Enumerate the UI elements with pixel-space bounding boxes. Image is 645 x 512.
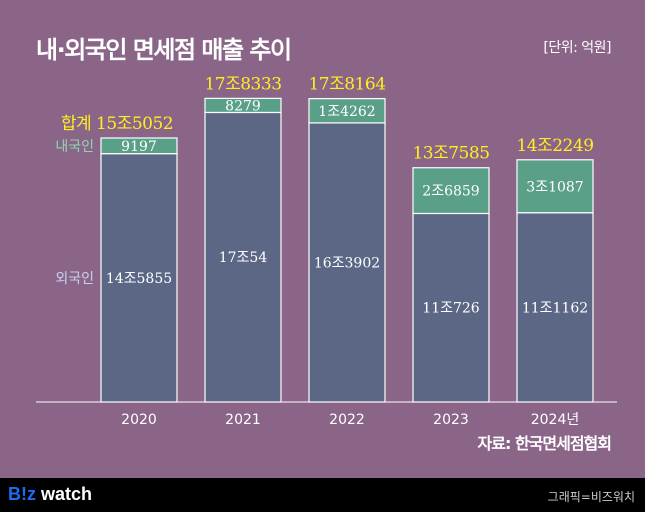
- foreign-value-label: 11조726: [422, 301, 480, 317]
- x-tick-label: 2022: [329, 412, 365, 428]
- bar-domestic: [516, 159, 594, 214]
- x-tick-label: 2020: [121, 412, 157, 428]
- bar-foreign: [204, 111, 282, 403]
- bar-domestic: [412, 167, 490, 215]
- footer: B!z watch 그래픽=비즈워치: [0, 478, 645, 512]
- bar-foreign: [516, 212, 594, 403]
- total-label: 17조8333: [204, 74, 281, 94]
- bar-foreign: [308, 122, 386, 403]
- foreign-value-label: 14조5855: [106, 271, 172, 287]
- total-label: 합계 15조5052: [61, 114, 173, 134]
- total-label: 13조7585: [412, 144, 489, 164]
- bar-domestic: [308, 98, 386, 124]
- legend-domestic: 내국인: [55, 139, 94, 155]
- bar-domestic: [204, 97, 282, 114]
- foreign-value-label: 17조54: [219, 250, 268, 266]
- total-label: 14조2249: [516, 136, 593, 156]
- chart-title: 내·외국인 면세점 매출 추이: [36, 36, 292, 64]
- source-label: 자료: 한국면세점협회: [477, 434, 612, 453]
- domestic-value-label: 9197: [121, 139, 157, 155]
- legend-foreign: 외국인: [55, 271, 94, 287]
- domestic-value-label: 1조4262: [318, 104, 375, 120]
- stacked-bar-chart: 14조5855 9197 2020 합계 15조5052 17조54 8279 2021 17…: [36, 74, 617, 428]
- foreign-value-label: 16조3902: [314, 255, 380, 271]
- graphic-credit: 그래픽=비즈워치: [547, 490, 635, 504]
- bar-domestic: [100, 137, 178, 155]
- total-label: 17조8164: [308, 75, 385, 95]
- unit-label: [단위: 억원]: [543, 40, 611, 56]
- x-tick-label: 2024년: [531, 412, 580, 428]
- x-tick-label: 2021: [225, 412, 261, 428]
- domestic-value-label: 3조1087: [526, 179, 583, 195]
- bar-foreign: [100, 153, 178, 403]
- bizwatch-logo: B!z watch: [8, 484, 93, 504]
- x-tick-label: 2023: [433, 412, 469, 428]
- bar-foreign: [412, 212, 490, 403]
- domestic-value-label: 2조6859: [422, 184, 479, 200]
- foreign-value-label: 11조1162: [522, 300, 588, 316]
- domestic-value-label: 8279: [225, 98, 261, 114]
